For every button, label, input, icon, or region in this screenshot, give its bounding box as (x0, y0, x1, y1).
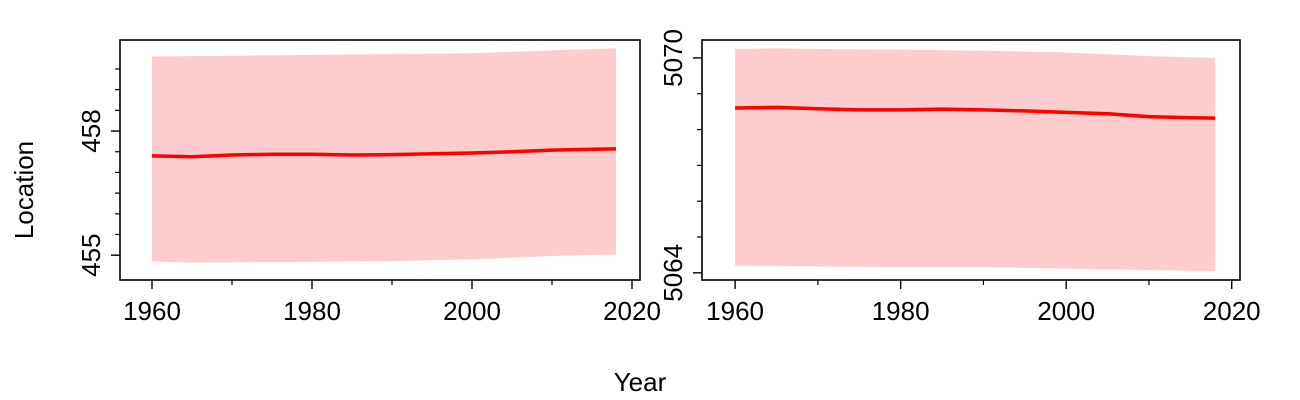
y-axis-title: Location (9, 141, 39, 239)
x-tick-label-2: 2000 (1037, 296, 1095, 326)
plot-frame-2 (701, 39, 1241, 281)
plot-frame-1 (119, 39, 641, 281)
y-tick-label-1: 458 (76, 109, 106, 152)
x-tick-label-1: 1960 (123, 296, 181, 326)
x-tick-label-2: 1960 (706, 296, 764, 326)
y-tick-label-2: 5064 (658, 244, 688, 302)
x-tick-label-2: 2020 (1203, 296, 1261, 326)
y-tick-label-2: 5070 (658, 29, 688, 87)
y-tick-label-1: 455 (76, 233, 106, 276)
estimate-line-1 (151, 147, 617, 159)
x-tick-label-1: 1980 (283, 296, 341, 326)
estimate-line-2 (735, 105, 1216, 120)
x-tick-label-1: 2020 (603, 296, 661, 326)
x-axis-title: Year (614, 367, 667, 397)
x-tick-label-1: 2000 (443, 296, 501, 326)
confidence-band-2 (735, 48, 1216, 272)
x-tick-label-2: 1980 (872, 296, 930, 326)
